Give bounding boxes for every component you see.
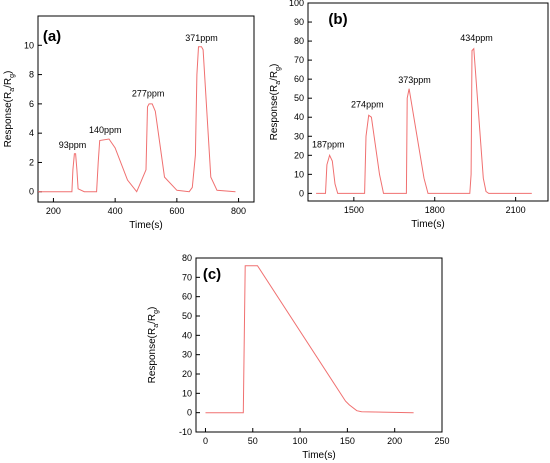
y-axis-title-part: )	[269, 64, 280, 67]
panel-label: (c)	[203, 266, 221, 283]
y-tick-label: 0	[299, 188, 304, 198]
x-axis-title: Time(s)	[411, 219, 445, 230]
y-tick-label: 40	[294, 112, 304, 122]
y-axis-title-subscript: a	[275, 81, 282, 85]
x-tick-label: 0	[203, 436, 208, 446]
x-tick-label: 800	[231, 206, 246, 216]
y-axis-title: Response(Ra/Rg)	[147, 307, 160, 384]
concentration-label: 93ppm	[59, 140, 87, 150]
y-tick-label: 10	[182, 388, 192, 398]
y-tick-label: 2	[29, 157, 34, 167]
x-tick-label: 200	[46, 206, 61, 216]
y-tick-label: 40	[182, 330, 192, 340]
y-axis-title-subscript: g	[9, 74, 16, 78]
plot-frame	[195, 257, 443, 433]
y-tick-label: 50	[294, 93, 304, 103]
response-curve	[205, 265, 414, 414]
x-axis-title: Time(s)	[302, 450, 336, 461]
y-tick-label: -10	[179, 427, 192, 437]
concentration-label: 373ppm	[398, 75, 431, 85]
y-axis-title-subscript: g	[275, 67, 282, 71]
y-tick-label: 4	[29, 128, 34, 138]
plot-frame	[37, 15, 255, 203]
y-axis-title-part: Response(R	[147, 328, 158, 384]
y-tick-label: 90	[294, 17, 304, 27]
y-axis-title-subscript: a	[153, 324, 160, 328]
y-tick-label: 70	[294, 55, 304, 65]
x-tick-label: 150	[340, 436, 355, 446]
y-tick-label: 60	[294, 74, 304, 84]
y-axis-title-part: )	[3, 71, 14, 74]
x-tick-label: 2100	[506, 205, 526, 215]
y-tick-label: 50	[182, 311, 192, 321]
y-axis-title-part: Response(R	[3, 92, 14, 148]
response-curve	[316, 47, 532, 194]
y-axis-title-part: /R	[3, 78, 14, 88]
x-tick-label: 50	[248, 436, 258, 446]
y-tick-label: 10	[24, 40, 34, 50]
y-tick-label: 20	[182, 369, 192, 379]
concentration-label: 274ppm	[351, 100, 384, 110]
response-curve	[38, 46, 236, 193]
y-axis-title-subscript: a	[9, 88, 16, 92]
x-axis-title: Time(s)	[129, 220, 163, 231]
y-tick-label: 10	[294, 169, 304, 179]
x-tick-label: 250	[434, 436, 449, 446]
y-tick-label: 30	[182, 350, 192, 360]
y-axis-title-part: /R	[147, 314, 158, 324]
chart-panel-c: 0 50 100 150 200 250 -10 0 10 20 30 40 50 60 70 80 (c) Ti…	[147, 253, 450, 461]
y-tick-label: 70	[182, 272, 192, 282]
y-axis-title: Response(Ra/Rg)	[269, 64, 282, 141]
concentration-label: 140ppm	[89, 125, 122, 135]
concentration-label: 277ppm	[132, 89, 165, 99]
concentration-label: 434ppm	[460, 33, 493, 43]
y-tick-label: 60	[182, 292, 192, 302]
concentration-label: 187ppm	[312, 140, 345, 150]
x-tick-label: 400	[108, 206, 123, 216]
y-tick-label: 30	[294, 131, 304, 141]
y-axis-title-part: /R	[269, 71, 280, 81]
y-tick-label: 80	[182, 253, 192, 263]
y-axis-title-subscript: g	[153, 310, 160, 314]
chart-panel-b: 1500 1800 2100 0 10 20 30 40 50 60 70 80 90 100 187ppm…	[269, 0, 549, 230]
x-tick-label: 1800	[425, 205, 445, 215]
y-tick-label: 0	[29, 187, 34, 197]
x-tick-label: 100	[293, 436, 308, 446]
y-axis-title-part: Response(R	[269, 85, 280, 141]
y-tick-label: 20	[294, 150, 304, 160]
y-tick-label: 6	[29, 99, 34, 109]
y-tick-label: 80	[294, 36, 304, 46]
x-tick-label: 600	[169, 206, 184, 216]
plot-frame	[307, 2, 549, 202]
y-tick-label: 0	[187, 408, 192, 418]
x-tick-label: 200	[387, 436, 402, 446]
y-axis-title-part: )	[147, 307, 158, 310]
y-axis-title: Response(Ra/Rg)	[3, 71, 16, 148]
y-tick-label: 8	[29, 70, 34, 80]
panel-label: (a)	[43, 28, 61, 45]
panel-label: (b)	[328, 11, 347, 28]
y-tick-label: 100	[289, 0, 304, 8]
x-tick-label: 1500	[344, 205, 364, 215]
concentration-label: 371ppm	[185, 33, 218, 43]
